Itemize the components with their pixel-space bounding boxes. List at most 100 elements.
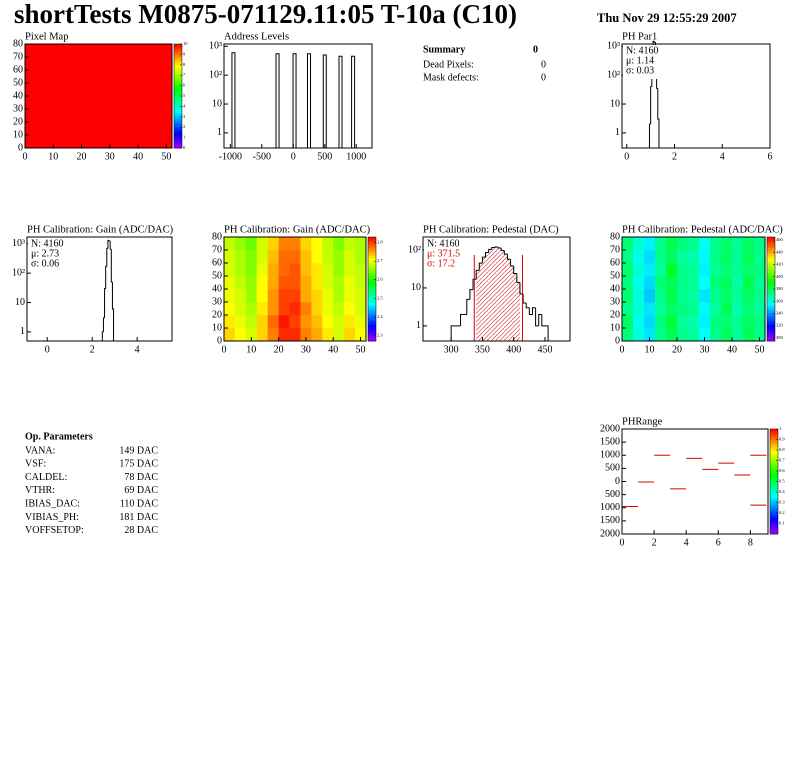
colorbar-step (770, 464, 778, 468)
heat-cell (278, 263, 290, 277)
colorbar-step (767, 328, 775, 331)
fit-area (488, 249, 492, 341)
heat-cell (699, 289, 711, 303)
plot-frame (223, 43, 373, 149)
colorbar-step (368, 305, 376, 309)
heat-cell (322, 250, 334, 264)
heat-cell (655, 237, 667, 251)
heat-cell (743, 250, 755, 264)
histogram-bin (491, 247, 495, 250)
colorbar-step (368, 313, 376, 317)
op-value: 149 DAC (119, 445, 158, 456)
heat-cell (234, 237, 247, 251)
heat-cell (644, 328, 656, 342)
colorbar-step (174, 62, 182, 66)
colorbar-step (368, 268, 376, 271)
colorbar-step (174, 145, 182, 149)
colorbar-step (174, 137, 182, 141)
histogram-bin (475, 269, 480, 280)
colorbar-step (770, 477, 778, 480)
colorbar-step (174, 48, 182, 51)
y-tick-label: 10 (411, 282, 421, 293)
y-tick-label: 40 (13, 90, 23, 101)
heat-cell (289, 263, 301, 277)
colorbar-step (174, 79, 182, 82)
heat-cell (267, 237, 279, 251)
fit-area (491, 247, 495, 341)
colorbar-step (174, 73, 182, 76)
colorbar-label: 1 (183, 135, 185, 140)
heat-cell (743, 289, 755, 303)
colorbar-step (368, 291, 376, 294)
histogram-bin (657, 88, 660, 148)
heat-cell (677, 250, 689, 264)
histogram-bin (506, 254, 511, 260)
colorbar-step (767, 278, 775, 282)
y-tick-label: 10 (610, 322, 620, 333)
heat-cell (224, 250, 236, 264)
heat-cell (754, 289, 766, 303)
heat-cell (278, 315, 290, 329)
colorbar-step (368, 259, 376, 263)
colorbar-step (174, 112, 182, 116)
colorbar-step (770, 527, 778, 531)
colorbar-step (368, 243, 376, 246)
y-tick-label: 40 (212, 283, 222, 294)
colorbar-step (767, 316, 775, 319)
colorbar-label: 0.4 (779, 489, 785, 494)
panel-title: PH Calibration: Gain (ADC/DAC) (224, 224, 371, 235)
y-tick-label: 10² (209, 69, 222, 80)
heat-cell (677, 237, 689, 251)
summary-title: Summary (423, 44, 465, 55)
heat-cell (355, 289, 367, 303)
histogram-bin (111, 281, 115, 341)
heat-cell (699, 302, 711, 316)
colorbar-step (767, 261, 775, 265)
op-name: IBIAS_DAC: (25, 498, 80, 509)
colorbar-step (174, 133, 182, 136)
x-tick-label: 4 (684, 537, 689, 548)
heat-cell (644, 315, 656, 329)
heat-cell (622, 302, 634, 316)
histogram-bin (110, 249, 113, 283)
colorbar-step (767, 309, 775, 313)
spike (322, 54, 327, 148)
heat-cell (710, 263, 722, 277)
heat-cell (333, 250, 345, 264)
colorbar-step (767, 320, 775, 323)
y-tick-label: 30 (212, 296, 222, 307)
colorbar-step (368, 316, 376, 319)
heat-cell (289, 250, 301, 264)
heat-cell (300, 315, 312, 329)
colorbar-label: 9 (183, 51, 186, 56)
heat-cell (234, 302, 247, 316)
x-tick-label: -500 (253, 151, 271, 162)
colorbar-step (368, 237, 376, 240)
colorbar-label: 8 (183, 62, 186, 67)
heat-cell (300, 263, 312, 277)
colorbar-step (368, 251, 376, 255)
heat-cell (267, 250, 279, 264)
fit-area (513, 273, 517, 341)
heat-cell (355, 302, 367, 316)
colorbar-step (368, 311, 376, 315)
heat-cell (732, 237, 744, 251)
heat-cell (311, 302, 323, 316)
y-tick-label: 500 (605, 463, 620, 474)
colorbar-label: 2.5 (377, 295, 383, 300)
colorbar-step (770, 475, 778, 478)
colorbar-step (368, 255, 376, 259)
colorbar-step (368, 295, 376, 298)
colorbar-step (770, 483, 778, 487)
fit-area (504, 254, 508, 341)
x-tick-label: 10 (48, 151, 58, 162)
x-tick-label: 0 (620, 344, 625, 355)
colorbar-step (368, 253, 376, 257)
colorbar-step (368, 303, 376, 307)
heat-cell (234, 276, 247, 290)
colorbar-step (770, 504, 778, 508)
colorbar-step (770, 521, 778, 524)
x-tick-label: 0 (23, 151, 28, 162)
colorbar-step (767, 336, 775, 340)
